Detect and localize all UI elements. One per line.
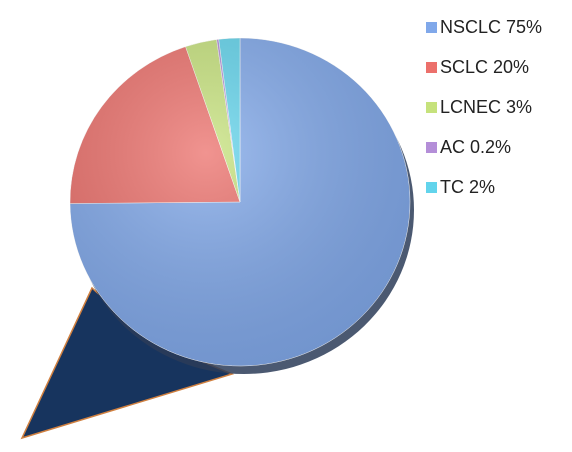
pie [69,37,411,367]
legend-swatch [426,182,437,193]
legend-swatch [426,22,437,33]
legend-label: LCNEC 3% [440,97,532,117]
legend-swatch [426,62,437,73]
legend: NSCLC 75% SCLC 20% LCNEC 3% AC 0.2% TC 2% [426,17,542,197]
legend-label: AC 0.2% [440,137,511,157]
legend-swatch [426,102,437,113]
legend-label: NSCLC 75% [440,17,542,37]
legend-label: SCLC 20% [440,57,529,77]
legend-swatch [426,142,437,153]
legend-label: TC 2% [440,177,495,197]
